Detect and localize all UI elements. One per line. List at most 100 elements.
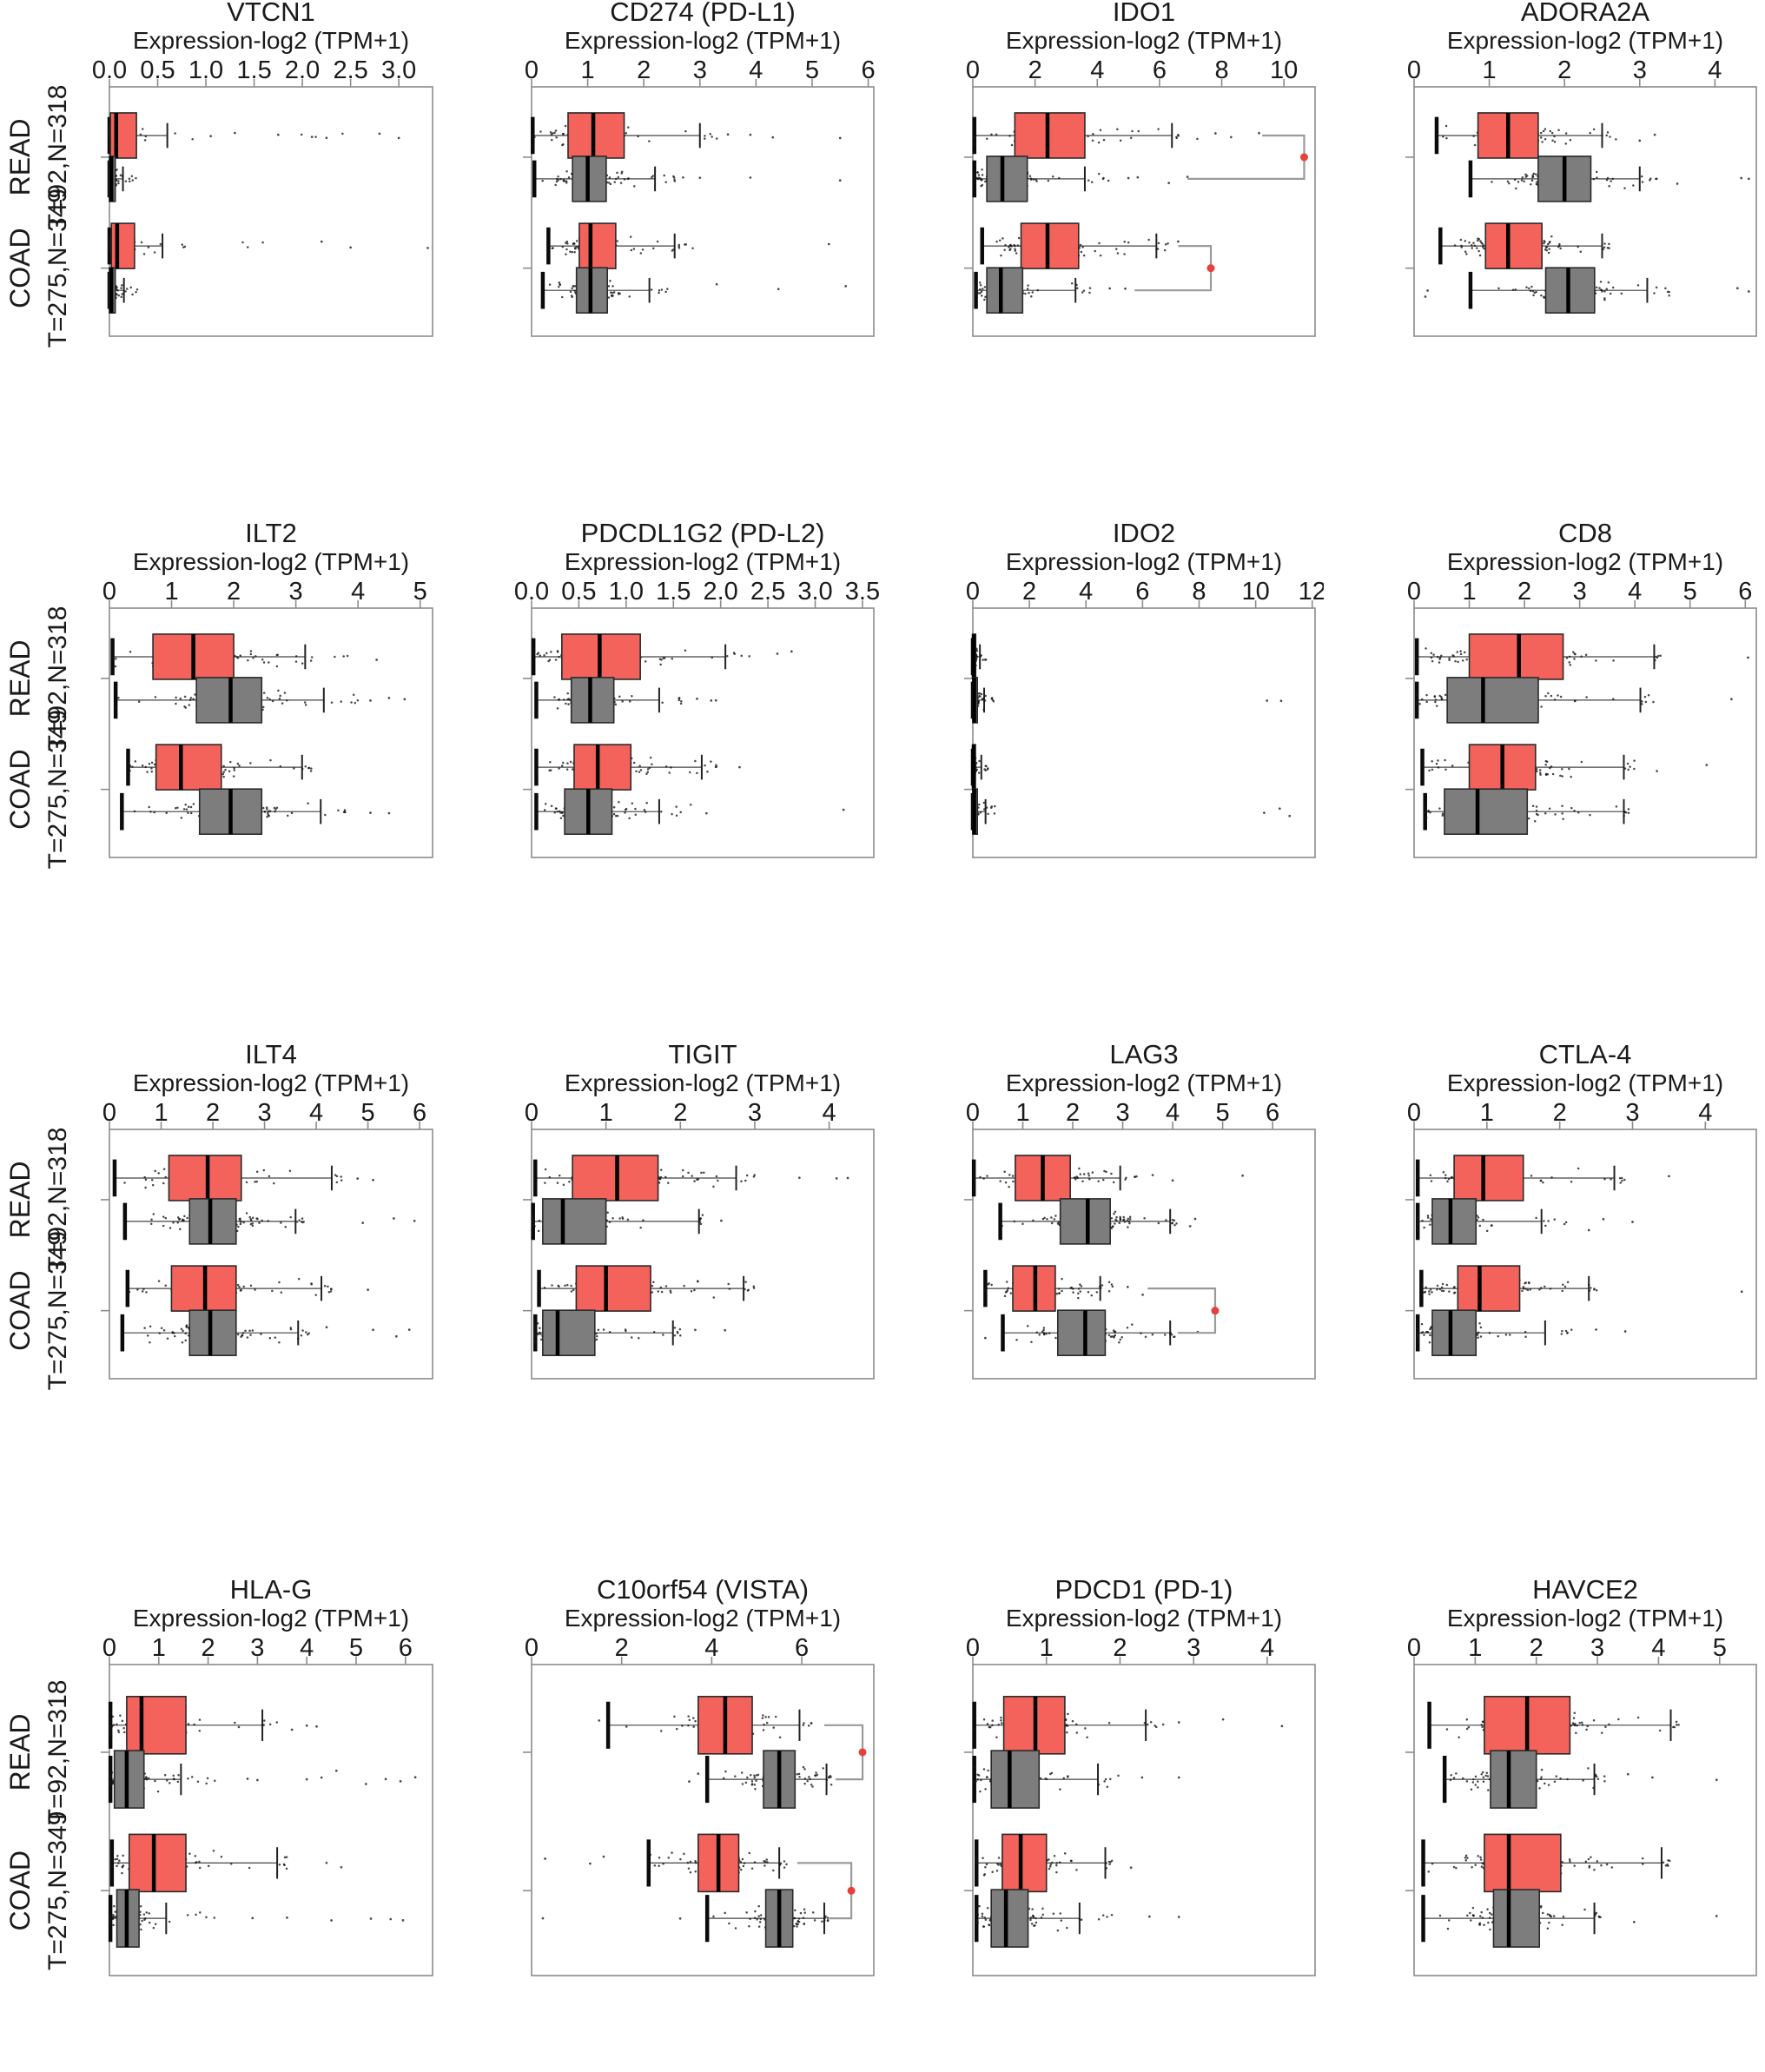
tick-label: 4 [823, 1099, 836, 1127]
tick-label: 0 [1407, 578, 1421, 606]
boxplot-row-read-normal [1442, 1750, 1718, 1809]
x-axis-ticks: 0 1 2 3 4 5 6 [966, 1099, 1279, 1129]
tick-label: 2 [1530, 1634, 1544, 1662]
panel-adora2a: ADORA2A Expression-log2 (TPM+1) 0 1 2 3 4 [1324, 0, 1765, 521]
plot-frame [1413, 1129, 1757, 1380]
box [575, 1265, 651, 1312]
boxplot-row-read-normal [1414, 677, 1733, 724]
panel-havce2: HAVCE2 Expression-log2 (TPM+1) 0 1 2 3 4 5 [1324, 1564, 1765, 2072]
scatter-points [971, 800, 1292, 823]
tick-label: 4 [351, 578, 365, 606]
x-axis-ticks: 0 1 2 3 4 [1407, 1099, 1712, 1129]
cohort-counts-label: T=275,N=349 [43, 1811, 72, 1970]
gene-title: C10orf54 (VISTA) [597, 1574, 809, 1605]
x-axis-ticks: 0 1 2 3 4 [525, 1099, 836, 1129]
x-axis-label: Expression-log2 (TPM+1) [1447, 548, 1723, 575]
box [110, 222, 136, 269]
plot-frame [1413, 607, 1757, 858]
tick-label: 3.0 [381, 56, 416, 84]
tick-label: 2.0 [285, 56, 320, 84]
panel-ido2: IDO2 Expression-log2 (TPM+1) 0 2 4 6 8 10 12 [882, 521, 1324, 1043]
x-axis-label: Expression-log2 (TPM+1) [565, 27, 841, 54]
x-axis-label: Expression-log2 (TPM+1) [133, 1069, 409, 1096]
plot-area: PDCDL1G2 (PD-L2)Expression-log2 (TPM+1) 0… [514, 521, 880, 858]
cohort-label: COAD [4, 1850, 36, 1930]
tick-label: 6 [1738, 578, 1752, 606]
gene-title: VTCN1 [227, 0, 315, 27]
tick-label: 1 [1468, 1634, 1482, 1662]
boxplot-row-coad-tumor [109, 1833, 343, 1893]
box [1468, 633, 1564, 680]
gene-title: CD8 [1558, 521, 1612, 548]
x-axis-ticks: 0 1 2 3 4 5 6 [102, 1634, 413, 1665]
boxplot-row-read-tumor [531, 112, 842, 159]
plot-frame [972, 1664, 1316, 1976]
plot-frame [972, 607, 1316, 858]
significance-bracket [1134, 245, 1215, 292]
cohort-label: READ [4, 1714, 36, 1791]
boxplot-row-read-tumor [533, 1155, 849, 1201]
tick-label: 8 [1214, 56, 1228, 84]
box [578, 222, 617, 269]
boxplot-row-read-tumor [970, 633, 988, 680]
boxplot-row-coad-normal [533, 1309, 727, 1356]
boxplot-row-read-normal [113, 677, 407, 724]
plot-frame [1413, 1664, 1757, 1976]
box [542, 1198, 607, 1245]
tick-label: 2 [1517, 578, 1531, 606]
significance-marker [1206, 264, 1215, 273]
x-axis-label: Expression-log2 (TPM+1) [1447, 1069, 1723, 1096]
box [1431, 1198, 1477, 1245]
boxplot-row-read-normal [534, 677, 717, 724]
significance-marker [1211, 1307, 1220, 1315]
gene-title: CD274 (PD-L1) [610, 0, 796, 27]
box [990, 1750, 1041, 1809]
plot-frame [531, 607, 875, 858]
tick-label: 4 [1166, 1099, 1180, 1127]
tick-label: 0.0 [514, 578, 549, 606]
tick-label: 2 [206, 1099, 220, 1127]
plot-area: CD274 (PD-L1)Expression-log2 (TPM+1) 0 1 2 3… [523, 0, 876, 337]
panel-ilt2: ILT2 Expression-log2 (TPM+1) 0 1 2 3 4 5 READ T=9… [0, 521, 441, 1043]
boxplot-row-read-tumor [1427, 1696, 1680, 1755]
plot-frame [972, 86, 1316, 337]
box [573, 744, 632, 791]
x-axis-label: Expression-log2 (TPM+1) [565, 1605, 841, 1632]
panel-tigit: TIGIT Expression-log2 (TPM+1) 0 1 2 3 4 [441, 1043, 882, 1564]
plot-frame [531, 86, 875, 337]
boxplot-row-coad-tumor [537, 1265, 756, 1312]
boxplot-row-read-normal [531, 1198, 723, 1245]
tick-label: 3 [257, 1099, 271, 1127]
tick-label: 6 [399, 1634, 413, 1662]
box [1431, 1309, 1477, 1356]
tick-label: 12 [1299, 578, 1324, 606]
tick-label: 4 [704, 1634, 718, 1662]
panel-ilt4: ILT4 Expression-log2 (TPM+1) 0 1 2 3 4 5 6 READ T=… [0, 1043, 441, 1564]
box [1453, 1155, 1524, 1201]
boxplot-row-coad-tumor [970, 744, 989, 791]
boxplot-row-coad-normal [534, 788, 845, 835]
tick-label: 1.0 [188, 56, 223, 84]
panel-c10orf54-vista-: C10orf54 (VISTA) Expression-log2 (TPM+1) 0… [441, 1564, 882, 2072]
cohort-label: COAD [4, 228, 36, 308]
box [570, 677, 615, 724]
tick-label: 4 [1698, 1099, 1712, 1127]
gene-title: HLA-G [230, 1574, 313, 1605]
boxplot-row-coad-tumor [980, 222, 1180, 269]
box [542, 1309, 596, 1356]
tick-label: 3 [1573, 578, 1587, 606]
plot-area: C10orf54 (VISTA)Expression-log2 (TPM+1)0… [523, 1574, 875, 1976]
tick-label: 3 [1590, 1634, 1604, 1662]
box [168, 1155, 242, 1201]
boxplot-row-coad-normal [984, 1309, 1200, 1356]
box [188, 1309, 237, 1356]
x-axis-label: Expression-log2 (TPM+1) [1447, 1605, 1723, 1632]
